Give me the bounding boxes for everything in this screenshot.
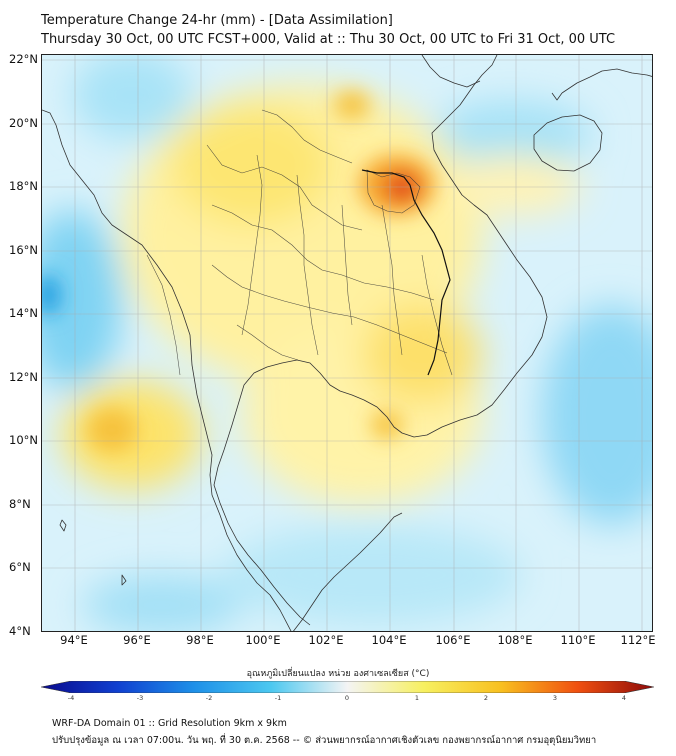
- lon-label-104e: 104°E: [371, 633, 407, 647]
- lon-label-94e: 94°E: [60, 633, 88, 647]
- colorbar: [41, 681, 654, 693]
- lat-label-22n: 22°N: [9, 52, 38, 66]
- lat-label-16n: 16°N: [9, 243, 38, 257]
- lon-label-106e: 106°E: [435, 633, 471, 647]
- colorbar-tick-neg4: -4: [67, 694, 75, 702]
- lat-label-6n: 6°N: [9, 560, 31, 574]
- colorbar-tick-2: 2: [483, 694, 489, 702]
- colorbar-tick-neg2: -2: [205, 694, 213, 702]
- lon-label-96e: 96°E: [123, 633, 151, 647]
- lon-label-98e: 98°E: [186, 633, 214, 647]
- colorbar-tick-4: 4: [621, 694, 627, 702]
- lat-label-14n: 14°N: [9, 306, 38, 320]
- graticule: [42, 55, 652, 631]
- lat-label-12n: 12°N: [9, 370, 38, 384]
- lat-label-20n: 20°N: [9, 116, 38, 130]
- colorbar-tick-0: 0: [344, 694, 350, 702]
- colorbar-tick-3: 3: [552, 694, 558, 702]
- title-line-1: Temperature Change 24-hr (mm) - [Data As…: [41, 13, 393, 28]
- lon-label-100e: 100°E: [245, 633, 281, 647]
- lat-label-8n: 8°N: [9, 497, 31, 511]
- lon-label-102e: 102°E: [308, 633, 344, 647]
- map-panel[interactable]: [41, 54, 653, 632]
- province-boundaries: [146, 109, 453, 376]
- footer-credit: ปรับปรุงข้อมูล ณ เวลา 07:00น. วัน พฤ. ที…: [52, 735, 597, 746]
- coastlines: [42, 55, 652, 631]
- mekong-border: [361, 169, 451, 376]
- lat-label-4n: 4°N: [9, 624, 31, 638]
- colorbar-tick-neg3: -3: [136, 694, 144, 702]
- lat-label-10n: 10°N: [9, 433, 38, 447]
- footer-domain-info: WRF-DA Domain 01 :: Grid Resolution 9km …: [52, 718, 287, 729]
- colorbar-tick-neg1: -1: [274, 694, 282, 702]
- lat-label-18n: 18°N: [9, 179, 38, 193]
- lon-label-112e: 112°E: [620, 633, 656, 647]
- hainan-island: [533, 114, 603, 172]
- map-canvas: [42, 55, 652, 631]
- colorbar-label: อุณหภูมิเปลี่ยนแปลง หน่วย องศาเซลเซียส (…: [246, 669, 430, 679]
- lon-label-108e: 108°E: [497, 633, 533, 647]
- colorbar-tick-1: 1: [414, 694, 420, 702]
- chart-title: Temperature Change 24-hr (mm) - [Data As…: [41, 11, 615, 49]
- lon-label-110e: 110°E: [560, 633, 596, 647]
- title-line-2: Thursday 30 Oct, 00 UTC FCST+000, Valid …: [41, 32, 616, 47]
